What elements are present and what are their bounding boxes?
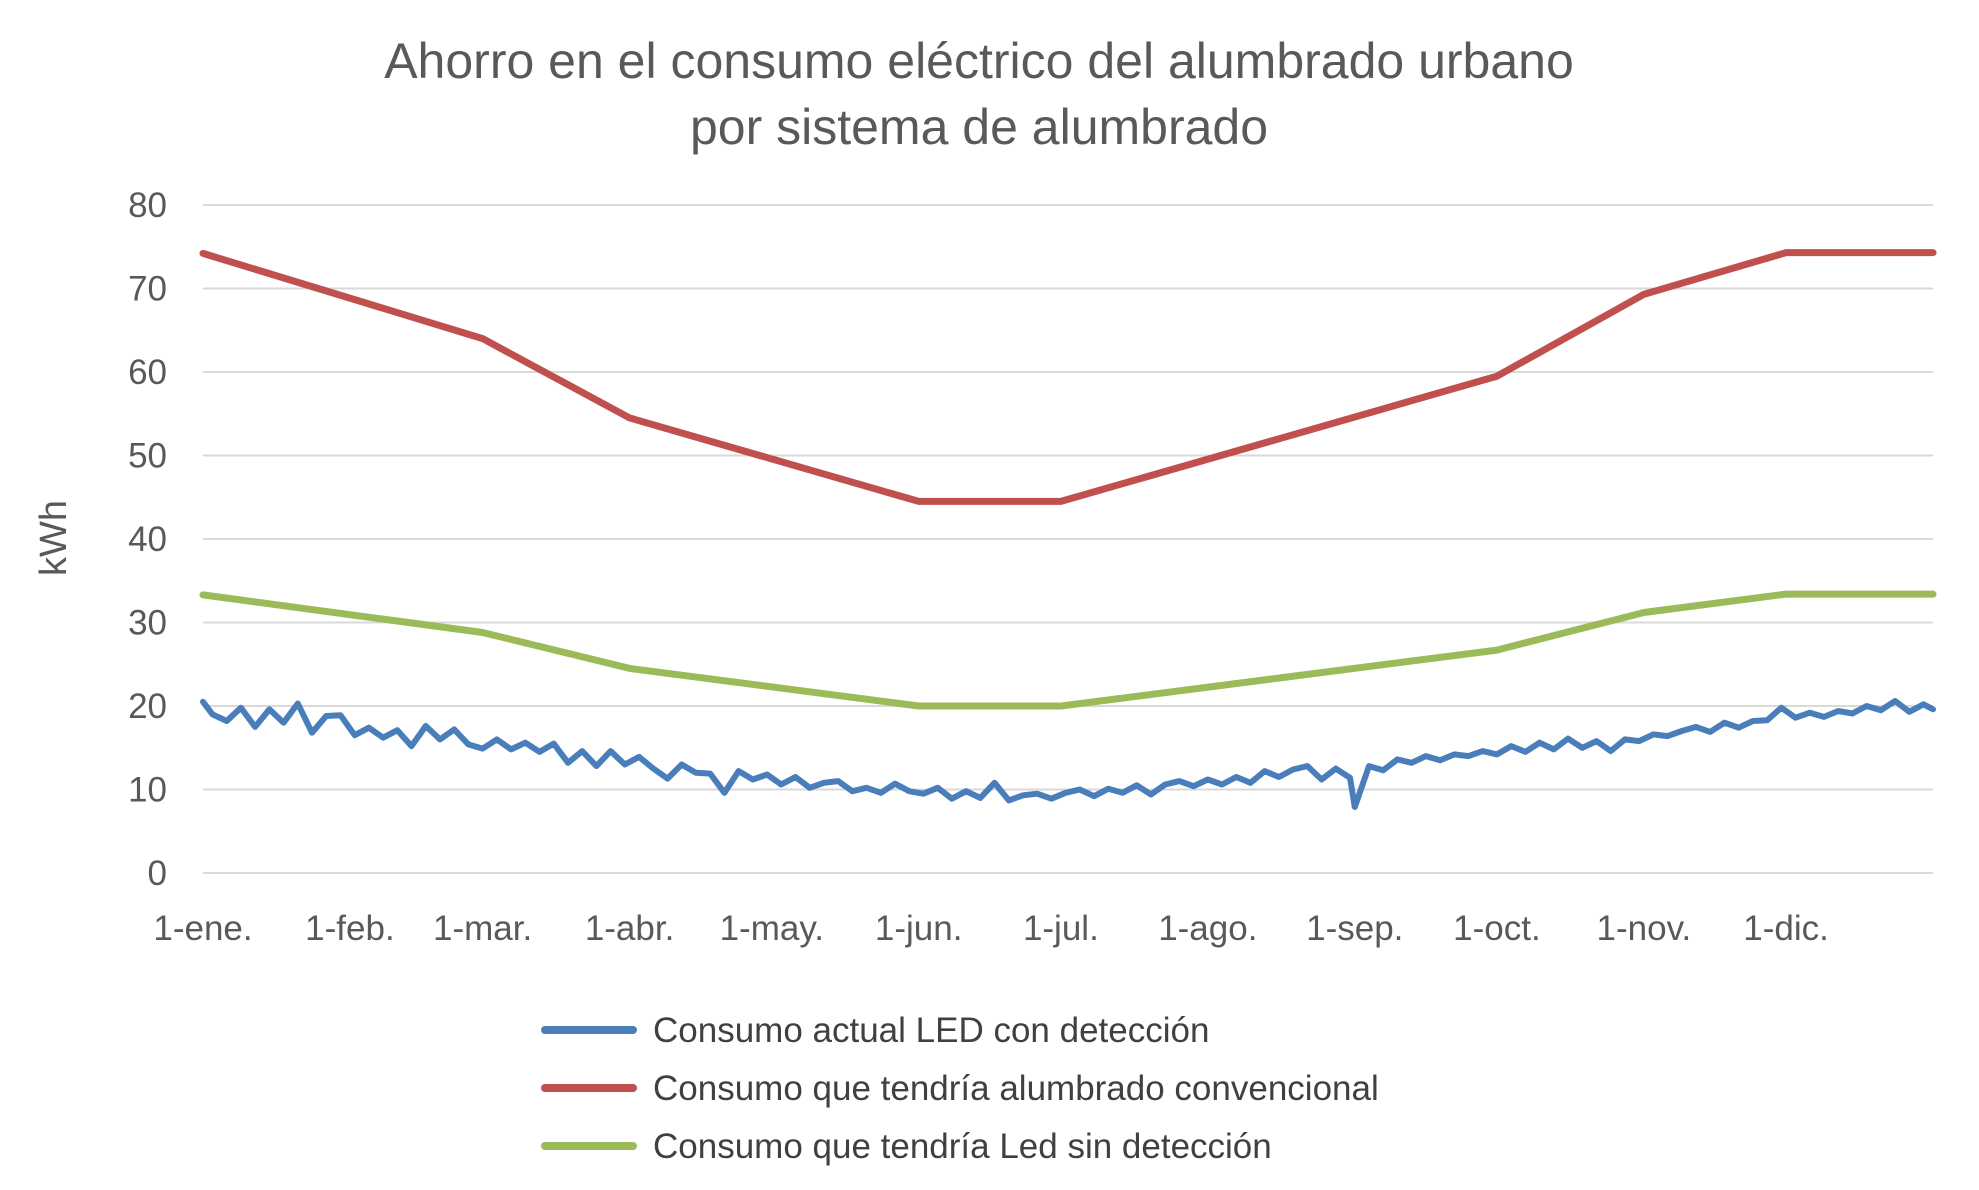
x-tick-label: 1-oct. bbox=[1453, 909, 1541, 948]
x-tick-label: 1-jul. bbox=[1023, 909, 1099, 948]
legend-label: Consumo que tendría alumbrado convencion… bbox=[653, 1069, 1379, 1108]
x-axis-tick-labels: 1-ene. 1-feb. 1-mar. 1-abr. 1-may. 1-jun. 1-ju… bbox=[153, 909, 1828, 948]
x-tick-label: 1-dic. bbox=[1743, 909, 1829, 948]
series-line-2 bbox=[199, 249, 1937, 505]
chart-title-line-2: por sistema de alumbrado bbox=[690, 99, 1268, 155]
y-tick-label: 20 bbox=[128, 687, 167, 726]
y-axis-tick-labels: 0 10 20 30 40 50 60 70 80 bbox=[128, 186, 167, 893]
series-lines bbox=[199, 249, 1937, 810]
series-line-3 bbox=[199, 590, 1937, 710]
y-tick-label: 10 bbox=[128, 771, 167, 810]
y-tick-label: 30 bbox=[128, 604, 167, 643]
x-tick-label: 1-sep. bbox=[1306, 909, 1403, 948]
y-tick-label: 60 bbox=[128, 353, 167, 392]
legend: Consumo actual LED con detección Consumo … bbox=[541, 1011, 1379, 1166]
x-tick-label: 1-ago. bbox=[1158, 909, 1257, 948]
y-axis-title: kWh bbox=[33, 500, 75, 576]
y-tick-label: 70 bbox=[128, 270, 167, 309]
x-tick-label: 1-mar. bbox=[433, 909, 532, 948]
y-tick-label: 50 bbox=[128, 437, 167, 476]
legend-label: Consumo actual LED con detección bbox=[653, 1011, 1209, 1050]
x-tick-label: 1-nov. bbox=[1597, 909, 1692, 948]
x-tick-label: 1-feb. bbox=[305, 909, 395, 948]
series-line-1 bbox=[200, 698, 1936, 810]
legend-label: Consumo que tendría Led sin detección bbox=[653, 1127, 1272, 1166]
y-tick-label: 0 bbox=[148, 854, 167, 893]
y-tick-label: 40 bbox=[128, 520, 167, 559]
x-tick-label: 1-abr. bbox=[585, 909, 675, 948]
x-tick-label: 1-may. bbox=[720, 909, 824, 948]
chart-title: Ahorro en el consumo eléctrico del alumb… bbox=[384, 33, 1574, 155]
x-tick-label: 1-jun. bbox=[875, 909, 963, 948]
y-tick-label: 80 bbox=[128, 186, 167, 225]
x-tick-label: 1-ene. bbox=[153, 909, 252, 948]
chart-title-line-1: Ahorro en el consumo eléctrico del alumb… bbox=[384, 33, 1574, 89]
gridlines bbox=[203, 204, 1933, 874]
